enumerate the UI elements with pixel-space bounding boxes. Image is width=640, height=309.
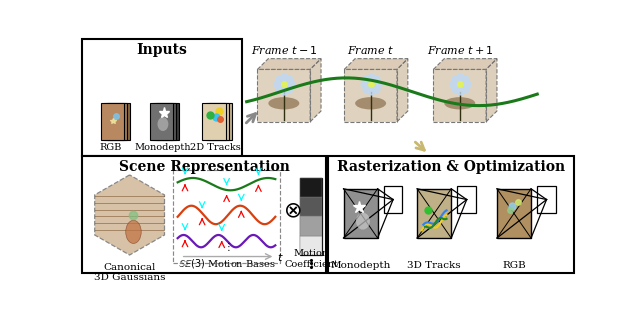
Text: $\otimes$: $\otimes$ [283,202,301,222]
Polygon shape [95,175,164,255]
Bar [150,103,173,140]
Bar [104,103,127,140]
Text: Monodepth: Monodepth [330,261,391,270]
Bar [101,103,124,140]
Bar [81,156,326,273]
Text: RGB: RGB [100,142,122,152]
Ellipse shape [355,97,386,109]
Bar [384,186,403,213]
Bar [344,189,378,238]
Bar [300,197,322,217]
Text: Frame $t$: Frame $t$ [347,44,394,56]
Bar [300,178,322,197]
Ellipse shape [125,220,141,243]
Bar [173,170,280,263]
Text: 3D Tracks: 3D Tracks [408,261,461,270]
Bar [344,70,397,122]
Bar [300,217,322,236]
Bar [202,103,226,140]
Ellipse shape [268,97,300,109]
Bar [328,156,575,273]
Text: Canonical
3D Gaussians: Canonical 3D Gaussians [94,263,165,282]
Text: Monodepth: Monodepth [134,142,191,152]
Text: $t$: $t$ [277,251,284,263]
Bar [205,103,229,140]
Bar [458,186,476,213]
Text: Inputs: Inputs [136,43,187,57]
Bar [433,70,486,122]
Text: Frame $t-1$: Frame $t-1$ [251,44,317,56]
Text: Rasterization & Optimization: Rasterization & Optimization [337,159,565,174]
Polygon shape [310,59,321,122]
Bar [153,103,176,140]
Text: Scene Representation: Scene Representation [118,159,289,174]
Bar [433,70,486,122]
Text: $\vdots$: $\vdots$ [223,240,230,253]
Bar [300,236,322,255]
Text: 2D Tracks: 2D Tracks [190,142,241,152]
Ellipse shape [444,97,476,109]
Text: Frame $t+1$: Frame $t+1$ [426,44,493,56]
Bar [344,70,397,122]
Bar [537,186,556,213]
Ellipse shape [356,213,370,230]
Text: RGB: RGB [502,261,526,270]
Bar [107,103,131,140]
Ellipse shape [157,117,168,131]
Text: Motion
Coefficient: Motion Coefficient [284,249,338,269]
Bar [209,103,232,140]
Bar [156,103,179,140]
Polygon shape [397,59,408,122]
Bar [497,189,531,238]
Polygon shape [433,59,497,70]
Bar [417,189,451,238]
Polygon shape [486,59,497,122]
Bar [257,70,310,122]
Polygon shape [257,59,321,70]
Text: $\mathbb{SE}(3)$ Motion Bases: $\mathbb{SE}(3)$ Motion Bases [178,257,275,270]
Bar [257,70,310,122]
Bar [300,178,322,255]
Bar [81,39,242,156]
Polygon shape [344,59,408,70]
